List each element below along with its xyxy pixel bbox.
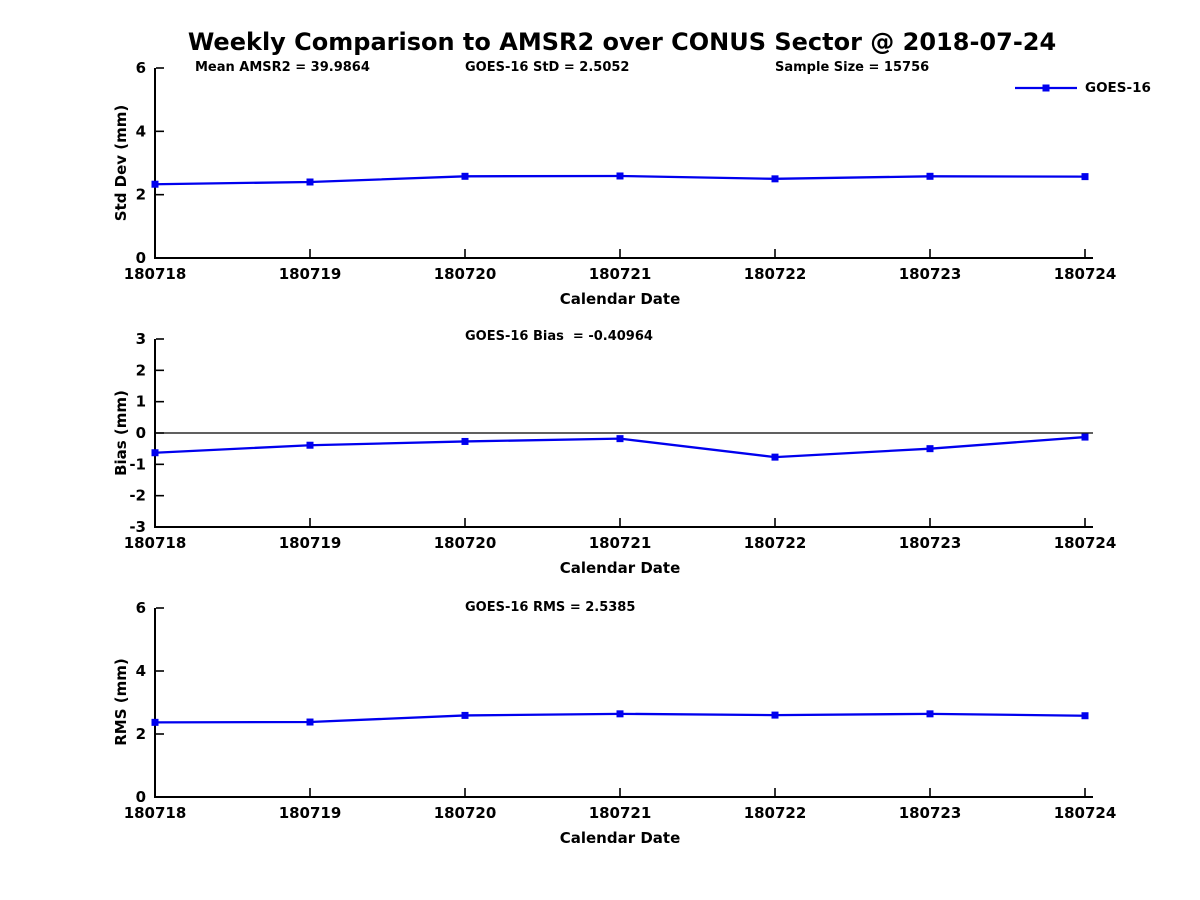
- legend: GOES-16: [1015, 80, 1151, 96]
- annotation-goes16-rms: GOES-16 RMS = 2.5385: [465, 600, 636, 615]
- y-tick-label: 6: [136, 599, 146, 617]
- y-tick-label: 0: [136, 249, 146, 267]
- data-point-marker: [616, 435, 624, 443]
- y-tick-label: 6: [136, 59, 146, 77]
- chart-title: Weekly Comparison to AMSR2 over CONUS Se…: [187, 28, 1057, 56]
- data-point-marker: [926, 710, 934, 718]
- data-point-marker: [771, 453, 779, 461]
- data-point-marker: [461, 172, 469, 180]
- y-tick-label: 4: [136, 122, 146, 140]
- y-tick-label: 1: [136, 393, 146, 411]
- x-tick-label: 180722: [744, 804, 807, 822]
- x-tick-label: 180718: [124, 804, 187, 822]
- x-axis-label-rms: Calendar Date: [559, 829, 681, 847]
- x-tick-label: 180722: [744, 534, 807, 552]
- x-tick-label: 180724: [1054, 265, 1117, 283]
- annotation-goes16-bias: GOES-16 Bias = -0.40964: [465, 329, 653, 344]
- legend-marker-icon: [1042, 84, 1050, 92]
- annotation-goes16-std: GOES-16 StD = 2.5052: [465, 60, 630, 75]
- y-tick-label: 2: [136, 725, 146, 743]
- x-tick-label: 180721: [589, 265, 652, 283]
- data-point-marker: [771, 711, 779, 719]
- y-tick-label: -3: [129, 518, 146, 536]
- data-point-marker: [306, 718, 314, 726]
- data-point-marker: [151, 180, 159, 188]
- x-tick-label: 180722: [744, 265, 807, 283]
- x-axis-label-std-dev: Calendar Date: [559, 290, 681, 308]
- data-point-marker: [461, 711, 469, 719]
- data-point-marker: [616, 710, 624, 718]
- data-point-marker: [306, 178, 314, 186]
- x-tick-label: 180719: [279, 534, 342, 552]
- y-tick-label: 0: [136, 788, 146, 806]
- x-tick-label: 180720: [434, 804, 497, 822]
- legend-line-sample: [1015, 84, 1077, 92]
- y-tick-label: 0: [136, 424, 146, 442]
- x-tick-label: 180719: [279, 804, 342, 822]
- data-point-marker: [771, 175, 779, 183]
- data-point-marker: [1081, 433, 1089, 441]
- data-point-marker: [461, 437, 469, 445]
- x-axis-label-bias: Calendar Date: [559, 559, 681, 577]
- y-tick-label: 3: [136, 330, 146, 348]
- data-point-marker: [926, 445, 934, 453]
- y-tick-label: 4: [136, 662, 146, 680]
- x-tick-label: 180718: [124, 534, 187, 552]
- legend-label: GOES-16: [1085, 80, 1151, 96]
- data-point-marker: [306, 441, 314, 449]
- x-tick-label: 180721: [589, 804, 652, 822]
- x-tick-label: 180719: [279, 265, 342, 283]
- data-point-marker: [151, 449, 159, 457]
- data-point-marker: [616, 172, 624, 180]
- y-tick-label: 2: [136, 186, 146, 204]
- x-tick-label: 180720: [434, 534, 497, 552]
- data-point-marker: [151, 718, 159, 726]
- rms-chart: 0 2 4 6 180718 180719 180720 180721 180722 180723…: [124, 599, 1117, 822]
- y-tick-label: -1: [129, 455, 146, 473]
- annotation-sample-size: Sample Size = 15756: [775, 60, 930, 75]
- annotation-mean-amsr2: Mean AMSR2 = 39.9864: [195, 60, 370, 75]
- x-tick-label: 180724: [1054, 534, 1117, 552]
- x-tick-label: 180718: [124, 265, 187, 283]
- x-tick-label: 180723: [899, 804, 962, 822]
- x-tick-label: 180724: [1054, 804, 1117, 822]
- data-point-marker: [1081, 712, 1089, 720]
- x-tick-label: 180723: [899, 265, 962, 283]
- x-tick-label: 180721: [589, 534, 652, 552]
- y-tick-label: 2: [136, 361, 146, 379]
- y-tick-label: -2: [129, 487, 146, 505]
- data-point-marker: [926, 172, 934, 180]
- x-tick-label: 180723: [899, 534, 962, 552]
- std-dev-chart: 0 2 4 6 180718 180719 180720 180721 180722 180723…: [124, 59, 1117, 283]
- bias-chart: -3 -2 -1 0 1 2 3 180718 180719 180720 180721 180722…: [124, 330, 1117, 552]
- data-point-marker: [1081, 173, 1089, 181]
- x-tick-label: 180720: [434, 265, 497, 283]
